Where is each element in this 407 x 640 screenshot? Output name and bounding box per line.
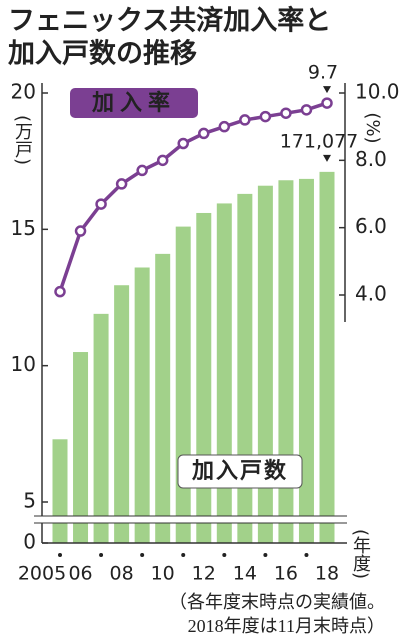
bar <box>216 203 232 543</box>
note: 2018年度は11月末時点） <box>188 616 385 636</box>
note: （各年度末時点の実績値。 <box>169 592 385 612</box>
x-tick-label: 16 <box>274 563 298 585</box>
rate-marker <box>54 285 66 298</box>
y-axis-label: (万戸) <box>12 115 33 165</box>
rate-marker <box>218 120 231 133</box>
rate-marker <box>95 198 107 210</box>
legend-box <box>177 454 303 489</box>
pointer <box>323 154 331 162</box>
value-label: 171,077 <box>280 130 359 152</box>
x-tick-dot <box>58 553 62 557</box>
x-tick-dot <box>140 553 145 557</box>
rate-marker <box>156 154 169 167</box>
value-label: 9.7 <box>308 62 338 84</box>
x-tick-label: 10 <box>151 563 175 585</box>
rate-marker <box>280 107 292 119</box>
x-tick-label: 18 <box>315 563 339 585</box>
x-tick-dot <box>263 553 268 557</box>
y-tick-label: 10 <box>11 352 36 376</box>
y2-tick-label: 10.0 <box>355 80 400 104</box>
x-axis-label: (年度) <box>350 529 371 579</box>
chart-title: フェニックス共済加入率と <box>8 5 331 37</box>
legend-box <box>70 88 198 118</box>
axis-break <box>34 516 345 523</box>
chart-title: 加入戸数の推移 <box>8 39 197 70</box>
y2-tick-label: 8.0 <box>355 147 387 171</box>
x-tick-dot <box>99 553 104 557</box>
y2-tick-label: 4.0 <box>355 282 387 306</box>
bar <box>73 352 89 543</box>
rate-marker <box>74 225 87 237</box>
bar <box>319 171 335 543</box>
rate-marker <box>136 164 148 177</box>
rate-marker <box>300 104 313 116</box>
y2-axis-label: (%) <box>362 112 383 143</box>
rate-marker <box>239 114 251 126</box>
x-tick-label: 06 <box>68 563 92 585</box>
bar <box>237 193 253 544</box>
x-tick-label: 12 <box>192 563 216 585</box>
x-tick-label: 2005 <box>18 563 66 585</box>
rate-marker <box>259 110 272 123</box>
bar <box>298 178 314 543</box>
y-tick-label: 20 <box>11 80 36 104</box>
bar <box>155 253 171 543</box>
bar <box>257 185 273 543</box>
rate-marker <box>321 97 333 109</box>
x-tick-label: 14 <box>233 563 257 585</box>
bar <box>175 226 191 543</box>
rate-marker <box>115 178 128 190</box>
legend-label: 加入率 <box>91 90 176 116</box>
x-tick-dot <box>222 553 227 557</box>
pointer <box>323 86 331 94</box>
y2-tick-label: 6.0 <box>355 214 387 238</box>
bar <box>93 313 109 543</box>
rate-marker <box>177 137 189 150</box>
bar <box>134 267 150 543</box>
bar <box>278 180 294 543</box>
rate-marker <box>198 127 210 140</box>
bar <box>196 212 212 543</box>
x-tick-label: 08 <box>110 563 134 585</box>
y-tick-label: 5 <box>23 489 36 513</box>
y-tick-label: 15 <box>11 216 36 240</box>
legend-label: 加入戸数 <box>191 458 288 484</box>
bar <box>52 439 68 543</box>
y-tick-label: 0 <box>23 530 36 554</box>
x-tick-dot <box>181 553 186 557</box>
x-tick-dot <box>304 553 309 557</box>
bar <box>114 285 130 543</box>
